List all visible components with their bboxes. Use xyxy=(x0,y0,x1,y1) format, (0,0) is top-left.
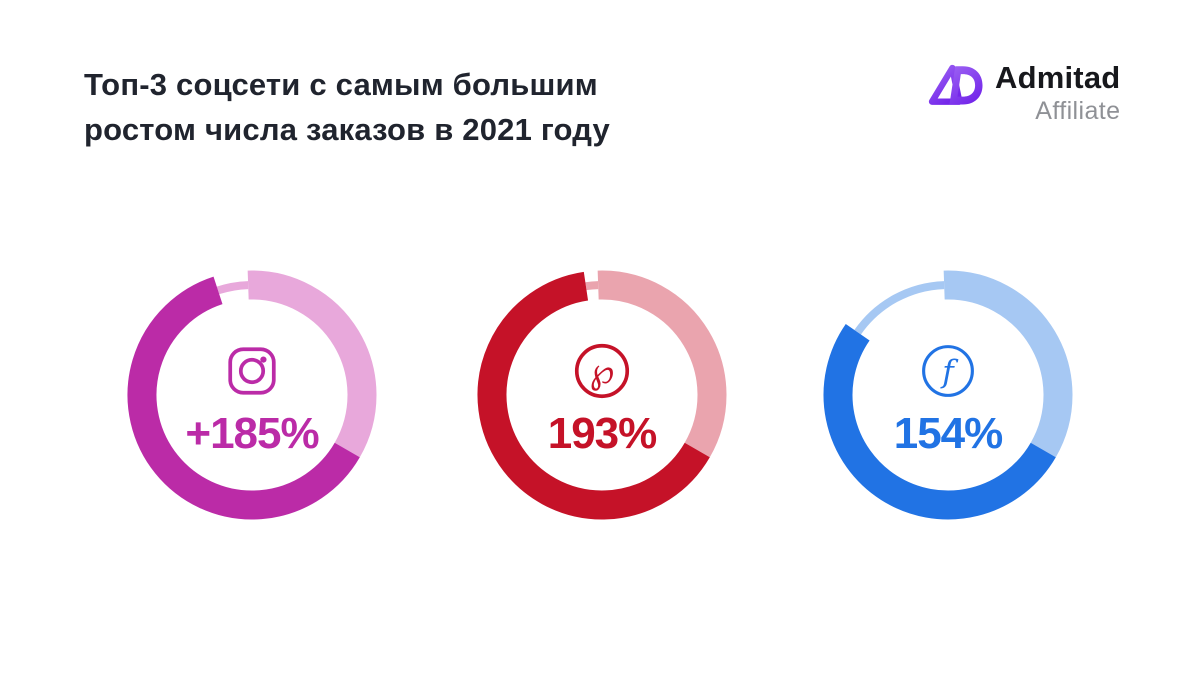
admitad-logo-icon xyxy=(928,64,983,105)
facebook-ring-chart xyxy=(823,270,1073,520)
logo-subtitle: Affiliate xyxy=(1035,97,1121,125)
admitad-logo: Admitad Affiliate xyxy=(928,60,1120,126)
pinterest-icon: ℘ xyxy=(573,342,631,400)
facebook-ring-value-arc xyxy=(823,323,1056,520)
logo-letter-d xyxy=(949,66,983,105)
logo-text: Admitad Affiliate xyxy=(995,60,1120,126)
instagram-icon xyxy=(223,342,281,400)
instagram-growth-value: +185% xyxy=(185,409,319,458)
pinterest-ring-value-arc xyxy=(477,271,710,520)
donut-facebook: f 154% xyxy=(822,269,1074,521)
donut-pinterest: ℘ 193% xyxy=(476,269,728,521)
facebook-ring-connector-arc xyxy=(854,281,945,335)
svg-text:f: f xyxy=(940,354,959,390)
instagram-ring-connector-arc xyxy=(216,281,249,295)
page-title-line1: Топ-3 соцсети с самым большим xyxy=(84,67,598,102)
facebook-growth-value: 154% xyxy=(893,409,1004,458)
page-title: Топ-3 соцсети с самым большим ростом чис… xyxy=(84,62,610,152)
donut-instagram: +185% xyxy=(126,269,378,521)
pinterest-growth-value: 193% xyxy=(547,409,658,458)
facebook-ring-light-arc xyxy=(943,270,1073,458)
instagram-ring-light-arc xyxy=(247,270,377,458)
page-title-line2: ростом числа заказов в 2021 году xyxy=(84,112,610,147)
instagram-ring-value-arc xyxy=(127,276,360,520)
instagram-ring-chart xyxy=(127,270,377,520)
pinterest-ring-connector-arc xyxy=(585,281,599,291)
pinterest-ring-light-arc xyxy=(597,270,727,458)
logo-brand: Admitad xyxy=(995,60,1121,95)
facebook-icon: f xyxy=(919,342,977,400)
pinterest-ring-chart xyxy=(477,270,727,520)
svg-text:℘: ℘ xyxy=(590,351,615,392)
